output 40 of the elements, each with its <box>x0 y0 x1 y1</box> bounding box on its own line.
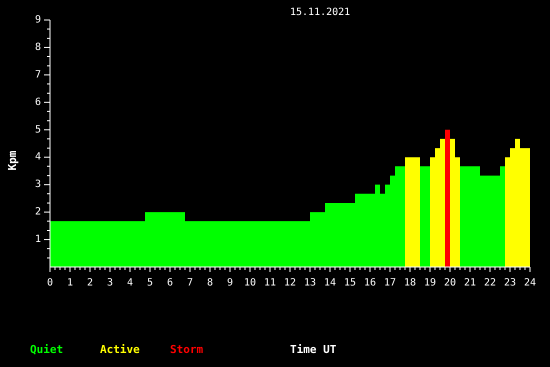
x-tick-label: 22 <box>484 278 496 288</box>
text: Quiet <box>30 342 64 356</box>
y-tick-label: 3 <box>34 179 41 190</box>
text: Active <box>100 342 140 356</box>
chart-title: 15.11.2021 <box>290 6 350 18</box>
x-tick-label: 3 <box>106 278 114 288</box>
x-tick-label: 23 <box>504 278 516 288</box>
x-tick-label: 7 <box>186 278 194 288</box>
x-tick-label: 19 <box>424 278 436 288</box>
y-tick-label: 7 <box>34 69 41 80</box>
x-tick-label: 24 <box>524 278 536 288</box>
x-tick-label: 0 <box>46 278 54 288</box>
x-tick-label: 8 <box>206 278 214 288</box>
y-tick-label: 6 <box>34 96 41 108</box>
x-tick-label: 16 <box>364 278 376 288</box>
x-tick-label: 17 <box>384 278 396 288</box>
x-tick-label: 4 <box>126 278 134 288</box>
x-tick-label: 10 <box>244 278 256 288</box>
x-tick-label: 1 <box>66 278 74 288</box>
y-tick-label: 2 <box>34 206 41 218</box>
x-tick-label: 5 <box>146 278 154 288</box>
y-tick-label: 5 <box>34 124 41 136</box>
x-tick-label: 14 <box>324 278 336 288</box>
y-tick-label: 9 <box>34 14 41 26</box>
x-tick-label: 20 <box>444 278 456 288</box>
x-tick-label: 15 <box>344 278 356 288</box>
x-tick-label: 9 <box>226 278 234 288</box>
text: Storm <box>170 342 204 356</box>
x-tick-label: 21 <box>464 278 476 288</box>
y-tick-label: 4 <box>34 152 41 163</box>
x-tick-label: 11 <box>264 278 276 288</box>
x-tick-label: 6 <box>166 278 174 288</box>
y-tick-label: 8 <box>34 42 41 53</box>
x-tick-label: 13 <box>304 278 316 288</box>
x-tick-label: 2 <box>86 278 94 288</box>
x-axis-title: Time UT <box>290 342 337 356</box>
x-tick-label: 12 <box>284 278 296 288</box>
y-tick-label: 1 <box>34 234 41 246</box>
x-tick-label: 18 <box>404 278 416 288</box>
y-axis-title: Kpm <box>6 150 18 170</box>
